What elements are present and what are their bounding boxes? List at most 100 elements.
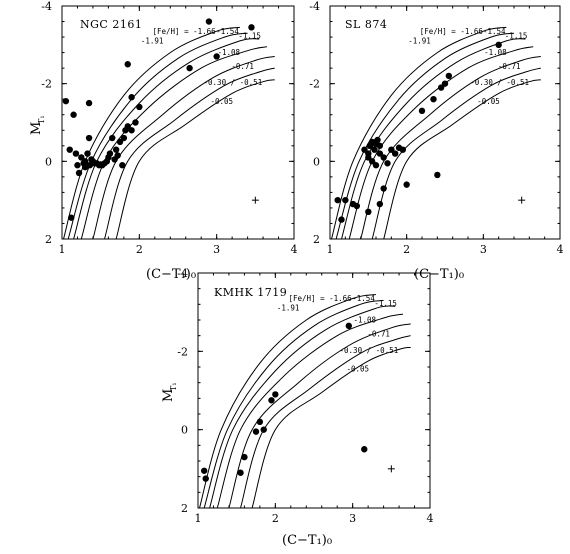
metallicity-label: -1.15 xyxy=(238,32,261,41)
metallicity-label: -1.15 xyxy=(505,32,528,41)
x-tick-label: 3 xyxy=(480,243,487,256)
data-point xyxy=(78,154,85,161)
data-points xyxy=(200,322,368,482)
data-point xyxy=(68,214,75,221)
data-point xyxy=(272,391,279,398)
isochrone-curve xyxy=(251,346,411,509)
data-point xyxy=(241,453,248,461)
data-point xyxy=(391,150,399,157)
x-tick-label: 2 xyxy=(272,512,279,525)
x-tick-label: 4 xyxy=(557,243,564,256)
data-point xyxy=(62,97,70,105)
data-point xyxy=(109,134,116,142)
x-tick-label: 4 xyxy=(427,512,434,525)
plot-frame xyxy=(197,272,431,509)
y-axis-label: M T₁ xyxy=(29,115,46,135)
metallicity-label: -1.08 xyxy=(217,48,240,57)
error-bar-cross xyxy=(251,196,259,204)
x-tick-label: 2 xyxy=(136,243,143,256)
y-axis-label-main: M xyxy=(161,389,176,402)
metallicity-label: -0.05 xyxy=(210,97,233,106)
data-point xyxy=(72,150,80,157)
data-point xyxy=(372,138,380,146)
x-axis-label: (C−T₁)₀ xyxy=(282,533,332,548)
data-point xyxy=(136,103,143,111)
data-point xyxy=(202,475,209,482)
y-tick-label: -4 xyxy=(41,0,52,13)
data-point xyxy=(345,322,352,330)
x-tick-label: 4 xyxy=(291,243,298,256)
data-points xyxy=(62,18,255,221)
isochrone-curve xyxy=(73,38,260,240)
data-point xyxy=(124,123,131,130)
x-tick-label: 1 xyxy=(59,243,66,256)
data-point xyxy=(74,162,81,169)
metallicity-label: -1.91 xyxy=(141,36,164,45)
panel-ngc2161: NGC 2161 1 2 3 4-4-202 -1.91[Fe/H] = -1.66-… xyxy=(29,0,298,282)
isochrone-curve xyxy=(199,294,376,509)
data-point xyxy=(75,169,83,177)
isochrone-curve xyxy=(216,313,404,509)
x-tick-label: 1 xyxy=(327,243,334,256)
data-point xyxy=(353,202,361,210)
metallicity-legend: -1.91[Fe/H] = -1.66 -1.54-1.15 -1.08 -0.71 -… xyxy=(141,27,262,106)
data-point xyxy=(116,138,124,146)
error-bar-cross xyxy=(387,465,395,473)
data-point xyxy=(430,96,437,103)
isochrone-curve xyxy=(371,67,541,240)
metallicity-label: -1.08 xyxy=(484,48,507,57)
data-point xyxy=(252,428,260,435)
data-point xyxy=(128,127,135,134)
y-tick-label: -4 xyxy=(177,267,188,280)
panel-title: KMHK 1719 xyxy=(214,286,287,299)
metallicity-label: [Fe/H] = -1.66 xyxy=(152,27,216,36)
data-point xyxy=(372,162,380,169)
metallicity-label: [Fe/H] = -1.66 xyxy=(288,294,352,303)
data-point xyxy=(70,111,77,118)
metallicity-legend: -1.91[Fe/H] = -1.66 -1.54-1.15 -1.08 -0.71 -… xyxy=(408,27,529,106)
isochrone-curve xyxy=(240,335,411,509)
data-point xyxy=(334,196,341,204)
x-tick-label: 3 xyxy=(213,243,220,256)
isochrone-curve xyxy=(92,56,275,240)
isochrone-curve xyxy=(203,299,384,509)
x-tick-label: 3 xyxy=(349,512,356,525)
isochrone-curve xyxy=(331,26,507,240)
data-point xyxy=(124,61,131,68)
data-point xyxy=(399,146,407,153)
data-point xyxy=(256,418,264,426)
y-tick-label: -2 xyxy=(177,345,188,358)
data-point xyxy=(260,426,267,433)
metallicity-label: -0.71 xyxy=(498,62,521,71)
y-axis-label-sub: T₁ xyxy=(37,115,46,124)
tick-marks: 1 2 3 4-4-202 xyxy=(309,0,563,256)
y-axis-label-sub: T₁ xyxy=(169,382,178,391)
data-point xyxy=(84,150,91,157)
data-point xyxy=(103,158,111,165)
panel-title: SL 874 xyxy=(345,18,387,31)
data-points xyxy=(334,41,502,223)
isochrone-curve xyxy=(383,79,541,240)
data-point xyxy=(495,41,502,49)
data-point xyxy=(376,200,384,208)
data-point xyxy=(106,150,114,157)
metallicity-label: -1.54 xyxy=(483,27,506,36)
data-point xyxy=(403,181,410,188)
metallicity-label: [Fe/H] = -1.66 xyxy=(420,27,484,36)
y-tick-label: -4 xyxy=(309,0,320,13)
data-point xyxy=(85,99,93,107)
isochrone-curve xyxy=(348,46,534,240)
data-point xyxy=(445,72,453,80)
data-point xyxy=(213,53,220,60)
y-tick-label: -2 xyxy=(309,78,320,91)
metallicity-label: -0.30 / -0.51 xyxy=(470,78,529,87)
metallicity-legend: -1.91[Fe/H] = -1.66 -1.54-1.15 -1.08 -0.71 -… xyxy=(277,294,398,374)
panel-kmhk1719: KMHK 1719 1 2 3 4-4-202 -1.91[Fe/H] = -1.66… xyxy=(161,267,434,548)
plot-frame xyxy=(61,5,295,240)
data-point xyxy=(342,196,349,204)
y-axis-label-main: M xyxy=(29,122,44,135)
data-point xyxy=(111,156,118,163)
metallicity-label: -0.05 xyxy=(477,97,500,106)
data-point xyxy=(205,18,213,25)
data-point xyxy=(268,397,275,404)
